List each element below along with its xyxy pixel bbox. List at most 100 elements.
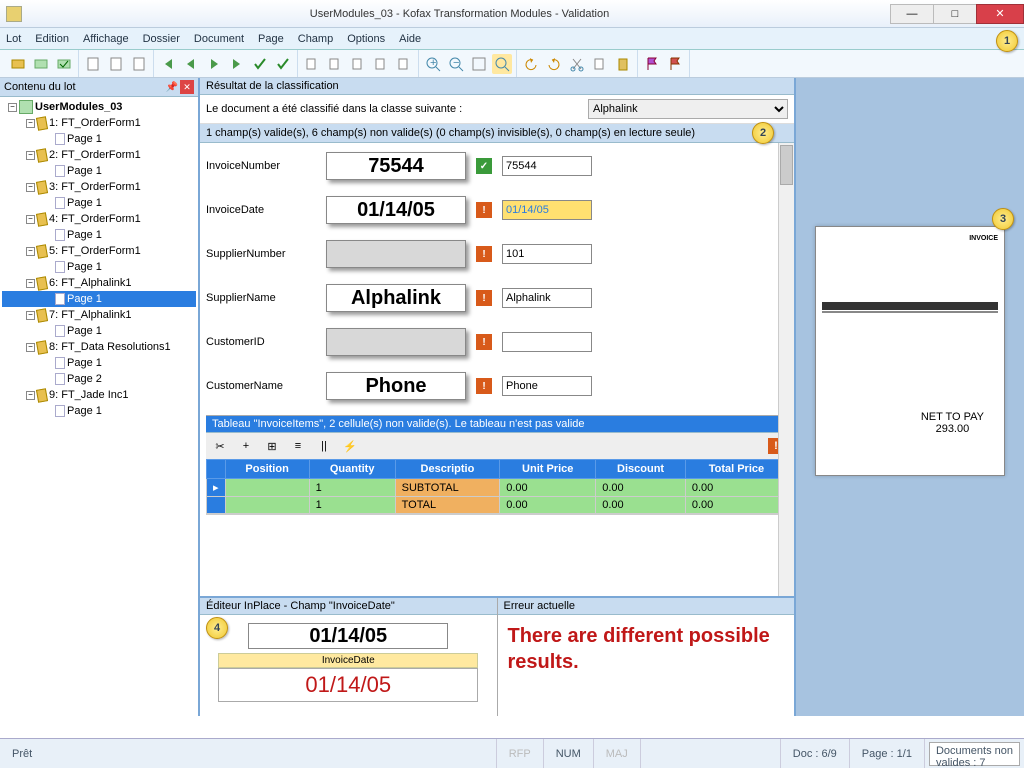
field-input[interactable] bbox=[502, 244, 592, 264]
table-cell[interactable]: 1 bbox=[309, 497, 395, 514]
tree-close-icon[interactable]: ✕ bbox=[180, 80, 194, 94]
tb-p1[interactable] bbox=[348, 54, 368, 74]
tb-fit[interactable] bbox=[469, 54, 489, 74]
tree-expand-icon[interactable]: − bbox=[26, 311, 35, 320]
tb-paste[interactable] bbox=[325, 54, 345, 74]
menu-document[interactable]: Document bbox=[194, 33, 244, 45]
tree-node[interactable]: −2: FT_OrderForm1 bbox=[2, 147, 196, 163]
fields-scrollbar[interactable] bbox=[778, 143, 794, 596]
table-col-header[interactable]: Quantity bbox=[309, 460, 395, 479]
tree-pin-icon[interactable]: 📌 bbox=[166, 82, 178, 93]
tb-cut[interactable] bbox=[567, 54, 587, 74]
tree-expand-icon[interactable]: − bbox=[26, 119, 35, 128]
minimize-button[interactable]: — bbox=[890, 4, 934, 24]
tb-copy2[interactable] bbox=[590, 54, 610, 74]
tree-expand-icon[interactable]: − bbox=[26, 183, 35, 192]
tree-node[interactable]: Page 1 bbox=[2, 259, 196, 275]
table-cell[interactable]: TOTAL bbox=[395, 497, 500, 514]
batch-tree[interactable]: −UserModules_03−1: FT_OrderForm1Page 1−2… bbox=[0, 97, 198, 716]
tree-node[interactable]: Page 2 bbox=[2, 371, 196, 387]
tb-check[interactable] bbox=[250, 54, 270, 74]
tree-node[interactable]: Page 1 bbox=[2, 355, 196, 371]
table-tool-button[interactable]: ✂ bbox=[210, 436, 230, 456]
tree-node[interactable]: −9: FT_Jade Inc1 bbox=[2, 387, 196, 403]
table-cell[interactable]: 0.00 bbox=[685, 479, 787, 497]
tb-redo[interactable] bbox=[544, 54, 564, 74]
tree-node[interactable]: −UserModules_03 bbox=[2, 99, 196, 115]
table-row[interactable]: 1TOTAL0.000.000.00 bbox=[207, 497, 788, 514]
tree-expand-icon[interactable]: − bbox=[8, 103, 17, 112]
table-cell[interactable]: 0.00 bbox=[596, 479, 686, 497]
tree-node[interactable]: −5: FT_OrderForm1 bbox=[2, 243, 196, 259]
table-cell[interactable]: SUBTOTAL bbox=[395, 479, 500, 497]
close-button[interactable]: ✕ bbox=[976, 4, 1024, 24]
tb-flag[interactable] bbox=[642, 54, 662, 74]
menu-aide[interactable]: Aide bbox=[399, 33, 421, 45]
tree-expand-icon[interactable]: − bbox=[26, 215, 35, 224]
tree-node[interactable]: Page 1 bbox=[2, 195, 196, 211]
tb-batch-1[interactable] bbox=[8, 54, 28, 74]
table-col-header[interactable]: Unit Price bbox=[500, 460, 596, 479]
tree-node[interactable]: Page 1 bbox=[2, 131, 196, 147]
tree-node[interactable]: −6: FT_Alphalink1 bbox=[2, 275, 196, 291]
tree-node[interactable]: Page 1 bbox=[2, 403, 196, 419]
tb-doc-2[interactable] bbox=[106, 54, 126, 74]
tree-node[interactable]: Page 1 bbox=[2, 291, 196, 307]
tb-p3[interactable] bbox=[394, 54, 414, 74]
tb-doc-3[interactable] bbox=[129, 54, 149, 74]
tb-nav-prev[interactable] bbox=[181, 54, 201, 74]
tb-p2[interactable] bbox=[371, 54, 391, 74]
tb-zoom-in[interactable]: + bbox=[423, 54, 443, 74]
tb-doc-1[interactable] bbox=[83, 54, 103, 74]
maximize-button[interactable]: □ bbox=[933, 4, 977, 24]
tree-node[interactable]: −1: FT_OrderForm1 bbox=[2, 115, 196, 131]
tree-expand-icon[interactable]: − bbox=[26, 247, 35, 256]
table-cell[interactable]: 0.00 bbox=[685, 497, 787, 514]
table-cell[interactable]: 0.00 bbox=[500, 479, 596, 497]
table-cell[interactable] bbox=[225, 497, 309, 514]
tb-nav-first[interactable] bbox=[158, 54, 178, 74]
tree-expand-icon[interactable]: − bbox=[26, 391, 35, 400]
menu-lot[interactable]: Lot bbox=[6, 33, 21, 45]
table-row[interactable]: ▸1SUBTOTAL0.000.000.00 bbox=[207, 479, 788, 497]
table-cell[interactable]: 1 bbox=[309, 479, 395, 497]
table-col-header[interactable]: Total Price bbox=[685, 460, 787, 479]
tree-node[interactable]: −4: FT_OrderForm1 bbox=[2, 211, 196, 227]
table-cell[interactable]: 0.00 bbox=[596, 497, 686, 514]
tb-batch-3[interactable] bbox=[54, 54, 74, 74]
tb-batch-2[interactable] bbox=[31, 54, 51, 74]
tb-check2[interactable] bbox=[273, 54, 293, 74]
table-cell[interactable]: 0.00 bbox=[500, 497, 596, 514]
tree-node[interactable]: −7: FT_Alphalink1 bbox=[2, 307, 196, 323]
table-tool-button[interactable]: ≡ bbox=[288, 436, 308, 456]
field-input[interactable] bbox=[502, 288, 592, 308]
menu-page[interactable]: Page bbox=[258, 33, 284, 45]
menu-edition[interactable]: Edition bbox=[35, 33, 69, 45]
table-tool-button[interactable]: || bbox=[314, 436, 334, 456]
invoice-items-table[interactable]: PositionQuantityDescriptioUnit PriceDisc… bbox=[206, 459, 788, 514]
tree-expand-icon[interactable]: − bbox=[26, 343, 35, 352]
table-col-header[interactable]: Discount bbox=[596, 460, 686, 479]
field-input[interactable] bbox=[502, 156, 592, 176]
table-tool-button[interactable]: + bbox=[236, 436, 256, 456]
menu-champ[interactable]: Champ bbox=[298, 33, 333, 45]
menu-dossier[interactable]: Dossier bbox=[143, 33, 180, 45]
table-col-header[interactable]: Descriptio bbox=[395, 460, 500, 479]
table-col-header[interactable]: Position bbox=[225, 460, 309, 479]
tb-paste2[interactable] bbox=[613, 54, 633, 74]
tree-node[interactable]: −8: FT_Data Resolutions1 bbox=[2, 339, 196, 355]
document-preview[interactable]: INVOICE NET TO PAY 293.00 bbox=[815, 226, 1005, 476]
menu-options[interactable]: Options bbox=[347, 33, 385, 45]
tree-expand-icon[interactable]: − bbox=[26, 279, 35, 288]
menu-affichage[interactable]: Affichage bbox=[83, 33, 129, 45]
tb-zoom-out[interactable]: − bbox=[446, 54, 466, 74]
tb-nav-last[interactable] bbox=[227, 54, 247, 74]
tree-node[interactable]: Page 1 bbox=[2, 163, 196, 179]
tb-undo[interactable] bbox=[521, 54, 541, 74]
field-input[interactable] bbox=[502, 200, 592, 220]
tree-node[interactable]: Page 1 bbox=[2, 323, 196, 339]
classification-select[interactable]: Alphalink bbox=[588, 99, 788, 119]
tb-zoom-sel[interactable] bbox=[492, 54, 512, 74]
field-input[interactable] bbox=[502, 376, 592, 396]
table-cell[interactable] bbox=[225, 479, 309, 497]
